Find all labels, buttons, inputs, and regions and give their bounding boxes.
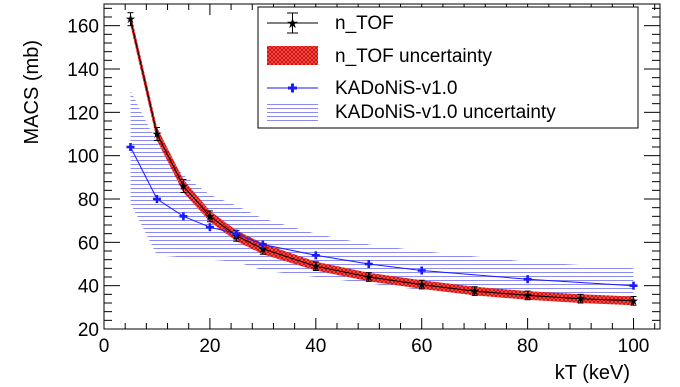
svg-text:★: ★ [257,242,268,256]
ntof-point: ★ [205,209,216,223]
y-tick-label: 120 [67,103,99,124]
x-tick-label: 60 [411,336,432,357]
ntof-point: ★ [152,127,163,141]
x-axis-title: kT (keV) [555,362,630,384]
series-markers: ★ ★ ★ ★ ★ ★ ★ ★ ★ ★ ★ ★ ★ [125,12,639,308]
kadonis-point [152,195,161,203]
svg-text:★: ★ [286,15,299,31]
y-tick-label: 80 [78,190,99,211]
y-tick-label: 40 [78,277,99,298]
svg-text:★: ★ [178,179,189,193]
legend-symbol-kadonis [267,83,318,93]
legend-label-kadonis: KADoNiS-v1.0 [335,78,458,99]
ntof-point: ★ [178,179,189,193]
kadonis-point [629,281,638,290]
ntof-point: ★ [416,278,427,292]
svg-text:★: ★ [416,278,427,292]
legend-label-kadonis-uncertainty: KADoNiS-v1.0 uncertainty [335,102,556,123]
ntof-point: ★ [363,270,374,284]
svg-text:★: ★ [469,284,480,298]
svg-text:★: ★ [152,127,163,141]
svg-text:★: ★ [522,288,533,302]
kadonis-point [417,266,426,275]
y-tick-label: 160 [67,17,99,38]
ntof-point: ★ [575,292,586,306]
legend-label-ntof-uncertainty: n_TOF uncertainty [335,46,493,67]
axes [103,3,661,330]
legend-entry-ntof: ★ n_TOF [267,12,394,34]
y-tick-label: 140 [67,60,99,81]
kadonis-point [205,223,214,232]
legend-symbol-red-band [267,46,318,65]
legend-entry-kadonis-uncertainty: KADoNiS-v1.0 uncertainty [267,101,556,123]
uncertainty-bands [130,12,634,306]
x-tick-label: 100 [618,336,650,357]
kadonis-point [311,251,320,260]
legend-entry-ntof-uncertainty: n_TOF uncertainty [267,46,493,67]
legend-symbol-ntof: ★ [267,12,318,34]
legend-box [257,6,639,129]
y-tick-label: 60 [78,233,99,254]
ntof-point: ★ [628,294,639,308]
ntof-point: ★ [125,12,136,27]
x-tick-label: 80 [517,336,538,357]
legend: ★ n_TOF n_TOF uncertainty KADoNiS-v1.0 K… [257,6,639,129]
svg-text:★: ★ [363,270,374,284]
kadonis-point [126,143,135,151]
svg-text:★: ★ [575,292,586,306]
legend-label-ntof: n_TOF [335,13,394,34]
svg-text:★: ★ [628,294,639,308]
legend-entry-kadonis: KADoNiS-v1.0 [267,78,458,99]
kadonis-point [364,260,373,268]
y-axis-title: MACS (mb) [21,40,43,144]
kadonis-point [258,240,267,249]
plot-frame [103,3,661,330]
x-tick-label: 0 [99,336,110,357]
kadonis-point [179,212,188,221]
x-tick-label: 40 [305,336,326,357]
svg-text:★: ★ [310,259,321,273]
x-tick-label: 20 [199,336,220,357]
ntof-point: ★ [522,288,533,302]
ntof-point: ★ [469,284,480,298]
y-tick-label: 100 [67,147,99,168]
legend-symbol-blue-hatch [267,101,318,121]
svg-text:★: ★ [125,12,136,26]
y-tick-label: 20 [78,320,99,341]
ntof-point: ★ [310,259,321,273]
kadonis-point [232,229,241,238]
svg-text:★: ★ [205,209,216,223]
kadonis-point [523,275,532,284]
